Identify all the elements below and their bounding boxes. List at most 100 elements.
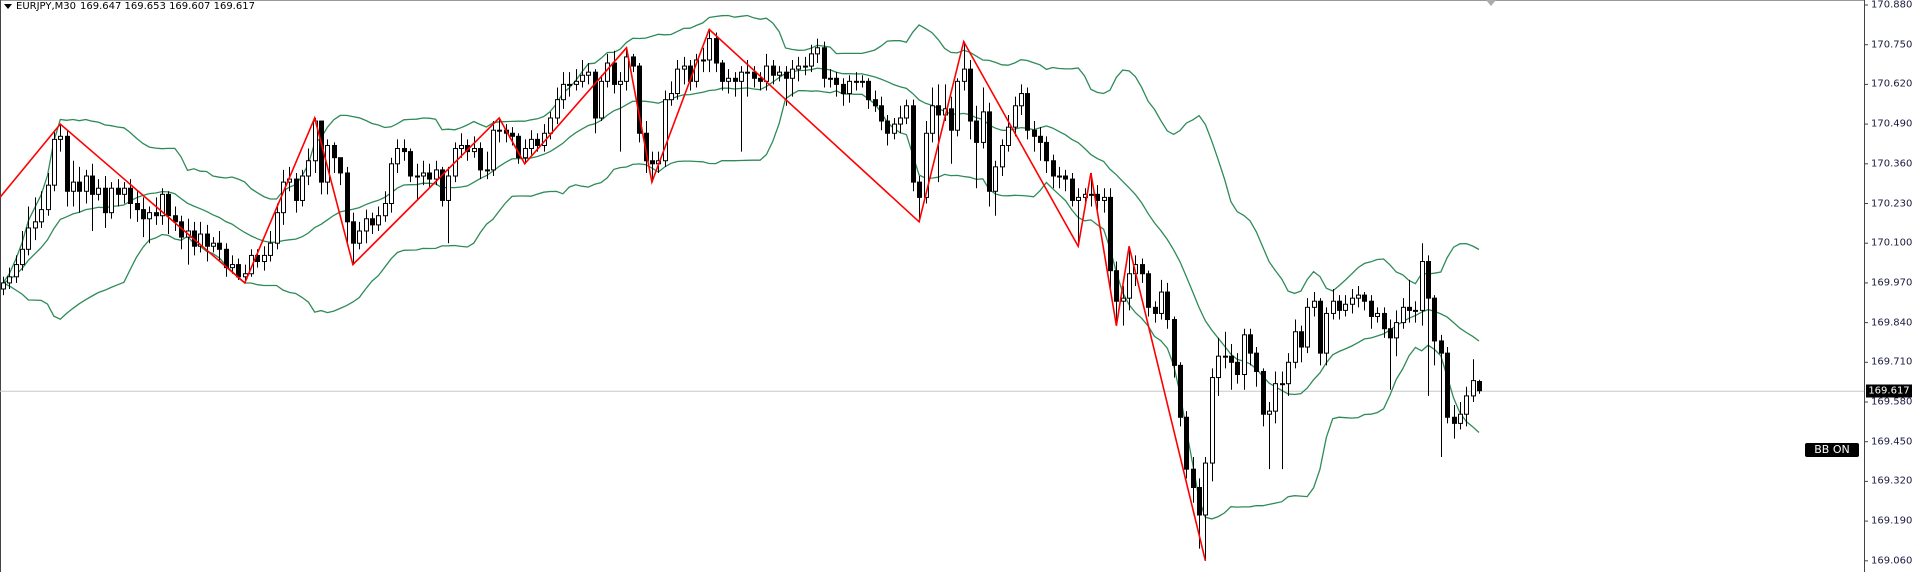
- candle: [1413, 301, 1418, 323]
- candle-body-bear: [332, 144, 337, 159]
- candle-body-bull: [1324, 312, 1329, 354]
- candle: [682, 56, 687, 85]
- candle-body-bear: [1369, 300, 1374, 317]
- candle: [415, 163, 420, 201]
- candle-body-bull: [1203, 462, 1208, 516]
- candle-body-bear: [714, 38, 719, 64]
- dropdown-triangle-icon[interactable]: [4, 4, 12, 9]
- symbol-timeframe: EURJPY,M30: [16, 1, 76, 12]
- candle-body-bear: [949, 108, 954, 131]
- candle-body-bull: [548, 117, 553, 134]
- candle-body-bear: [1382, 312, 1387, 330]
- candle-body-bear: [1426, 261, 1431, 299]
- candle: [1229, 343, 1234, 390]
- candle: [1305, 298, 1310, 354]
- candle: [701, 47, 706, 73]
- candle: [612, 50, 617, 94]
- candle: [1102, 188, 1107, 213]
- candle-body-bear: [1153, 306, 1158, 314]
- candle: [1159, 279, 1164, 320]
- candle: [567, 72, 572, 97]
- bb-upper-band: [2, 14, 1480, 295]
- candle: [1331, 289, 1336, 320]
- candle: [669, 81, 674, 106]
- candle-body-bear: [516, 135, 521, 159]
- candle-body-bear: [1191, 468, 1196, 489]
- candle: [1153, 301, 1158, 323]
- candle: [650, 151, 655, 183]
- candle: [370, 212, 375, 235]
- candle: [714, 32, 719, 73]
- candle-body-bull: [1000, 144, 1005, 168]
- candle: [1337, 295, 1342, 320]
- candle: [1394, 310, 1399, 357]
- candle: [332, 142, 337, 173]
- candle-body-bear: [771, 65, 776, 76]
- price-axis-label: 169.060: [1871, 555, 1913, 567]
- candle: [1063, 169, 1068, 192]
- candle-body-bull: [796, 65, 801, 70]
- candle-body-bull: [663, 99, 668, 162]
- candle: [962, 41, 967, 91]
- candle: [446, 166, 451, 244]
- candle: [1312, 292, 1317, 317]
- candle: [281, 169, 286, 225]
- candle-body-bull: [777, 71, 782, 76]
- candle-body-bull: [904, 105, 909, 119]
- candle-body-bear: [1165, 291, 1170, 321]
- candle-body-bull: [1413, 309, 1418, 312]
- candle: [599, 75, 604, 122]
- candle-body-bear: [236, 264, 241, 278]
- candle-body-bull: [160, 193, 165, 217]
- candle-body-bull: [376, 215, 381, 226]
- chart-shift-marker-icon[interactable]: [1486, 0, 1496, 6]
- candle-body-bear: [1254, 352, 1259, 372]
- candle: [873, 90, 878, 112]
- candle: [198, 221, 203, 253]
- candle: [993, 160, 998, 216]
- candle-body-bull: [1210, 377, 1215, 464]
- candle: [516, 133, 521, 164]
- candle-body-bull: [357, 230, 362, 244]
- candle-body-bear: [1452, 416, 1457, 424]
- candle-body-bear: [402, 148, 407, 153]
- candle-body-bull: [46, 184, 51, 211]
- candle-body-bear: [345, 172, 350, 223]
- candle: [472, 136, 477, 158]
- candle-body-bull: [624, 56, 629, 82]
- candle-body-bear: [1407, 306, 1412, 311]
- candle: [1324, 307, 1329, 366]
- candle: [968, 59, 973, 140]
- candle: [1051, 154, 1056, 189]
- candle-body-bear: [1070, 178, 1075, 201]
- candle-body-bear: [1140, 264, 1145, 275]
- candle: [427, 163, 432, 189]
- candle-body-bear: [1235, 361, 1240, 376]
- ohlc-values: 169.647 169.653 169.607 169.617: [80, 1, 255, 12]
- candle: [580, 59, 585, 88]
- candle: [1356, 285, 1361, 308]
- candle: [1350, 289, 1355, 314]
- price-axis-label: 170.750: [1871, 39, 1913, 51]
- candle-body-bull: [147, 212, 152, 220]
- candle: [1013, 96, 1018, 137]
- candle-body-bull: [1121, 297, 1126, 302]
- candle-body-bear: [427, 172, 432, 180]
- candle-body-bear: [1362, 294, 1367, 302]
- candle-body-bear: [217, 242, 222, 250]
- candle-body-bull: [1006, 126, 1011, 146]
- candle: [440, 166, 445, 207]
- candle-body-bull: [1216, 355, 1221, 379]
- candle-body-bear: [351, 221, 356, 244]
- candle-body-bull: [981, 111, 986, 143]
- candle-body-bear: [631, 56, 636, 67]
- price-axis-label: 170.360: [1871, 158, 1913, 170]
- zigzag-line: [0, 28, 1207, 561]
- bb-toggle-button[interactable]: BB ON: [1805, 443, 1859, 457]
- candle: [96, 179, 101, 201]
- candle-body-bull: [211, 242, 216, 247]
- current-price-label: 169.617: [1866, 384, 1912, 398]
- candle: [116, 179, 121, 207]
- candle-body-bull: [58, 135, 63, 140]
